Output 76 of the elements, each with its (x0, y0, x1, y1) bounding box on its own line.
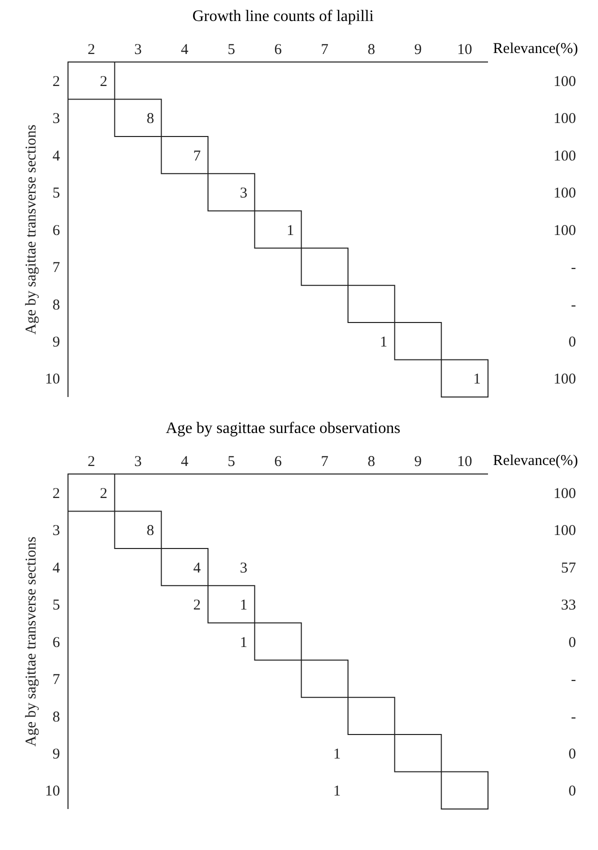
data-label: 3 (240, 560, 248, 576)
x-tick-label: 9 (414, 454, 422, 470)
y2-tick-label: 100 (554, 74, 576, 90)
y2-tick-label: 100 (554, 222, 576, 239)
x-tick-label: 2 (88, 42, 96, 58)
x-tick-label: 4 (180, 454, 189, 470)
x-tick-label: 10 (457, 454, 472, 470)
x-tick-label: 8 (368, 454, 376, 470)
x-tick-label: 3 (134, 454, 142, 470)
y-axis-title: Age by sagittae transverse sections (23, 124, 40, 334)
data-label: 7 (193, 148, 202, 164)
y-tick-label: 8 (52, 297, 60, 314)
y2-tick-label: 0 (568, 746, 576, 762)
y-tick-label: 5 (52, 186, 60, 202)
x-tick-label: 6 (274, 454, 282, 470)
y-tick-label: 2 (52, 74, 60, 90)
y2-tick-label: 100 (554, 148, 576, 164)
y2-axis-title: Relevance(%) (493, 41, 578, 58)
y-tick-label: 8 (52, 709, 60, 726)
x-tick-label: 8 (368, 42, 376, 58)
data-label: 8 (146, 111, 154, 128)
x-tick-label: 6 (274, 42, 282, 58)
y2-tick-label: 0 (568, 634, 576, 651)
x-tick-label: 2 (88, 454, 96, 470)
y2-tick-label: 33 (561, 598, 576, 614)
y2-tick-label: 57 (561, 560, 576, 576)
data-label: 2 (100, 486, 108, 502)
data-label: 1 (333, 746, 341, 762)
data-label: 1 (473, 372, 481, 388)
x-tick-label: 7 (320, 42, 329, 58)
y2-tick-label: 0 (568, 334, 576, 350)
y-tick-label: 9 (52, 334, 60, 350)
data-label: 1 (240, 634, 248, 651)
y-tick-label: 10 (45, 784, 60, 800)
data-label: 2 (100, 74, 108, 90)
data-label: 8 (146, 523, 154, 540)
data-label: 2 (193, 598, 201, 614)
y2-tick-label: 100 (554, 186, 576, 202)
x-tick-label: 4 (180, 42, 189, 58)
chart-title: Growth line counts of lapilli (191, 8, 375, 27)
y-tick-label: 3 (52, 523, 60, 540)
data-label: 3 (240, 186, 248, 202)
data-label: 1 (240, 598, 248, 614)
y-tick-label: 5 (52, 598, 60, 614)
y-tick-label: 6 (52, 634, 60, 651)
y2-axis-title: Relevance(%) (493, 453, 578, 470)
y2-tick-label: 0 (568, 784, 576, 800)
x-tick-label: 10 (457, 42, 472, 58)
x-tick-label: 7 (320, 454, 329, 470)
data-label: 1 (286, 222, 294, 239)
y2-tick-label: 100 (554, 523, 576, 540)
y2-tick-label: - (571, 672, 576, 688)
y-tick-label: 7 (52, 672, 60, 688)
y2-tick-label: - (571, 297, 576, 314)
y-tick-label: 2 (52, 486, 60, 502)
x-tick-label: 5 (228, 42, 236, 58)
y-tick-label: 4 (52, 560, 60, 576)
y-tick-label: 10 (45, 372, 60, 388)
data-label: 1 (380, 334, 388, 350)
chart-title: Age by sagittae surface observations (164, 420, 402, 439)
y-axis-title: Age by sagittae transverse sections (23, 536, 40, 746)
data-label: 4 (193, 560, 202, 576)
y2-tick-label: 100 (554, 111, 576, 128)
x-tick-label: 5 (228, 454, 236, 470)
y2-tick-label: - (571, 260, 576, 276)
y-tick-label: 7 (52, 260, 60, 276)
x-tick-label: 3 (134, 42, 142, 58)
y-tick-label: 9 (52, 746, 60, 762)
y2-tick-label: 100 (554, 486, 576, 502)
y-tick-label: 3 (52, 111, 60, 128)
x-tick-label: 9 (414, 42, 422, 58)
data-label: 1 (333, 784, 341, 800)
y-tick-label: 6 (52, 222, 60, 239)
y2-tick-label: - (571, 709, 576, 726)
y-tick-label: 4 (52, 148, 60, 164)
y2-tick-label: 100 (554, 372, 576, 388)
